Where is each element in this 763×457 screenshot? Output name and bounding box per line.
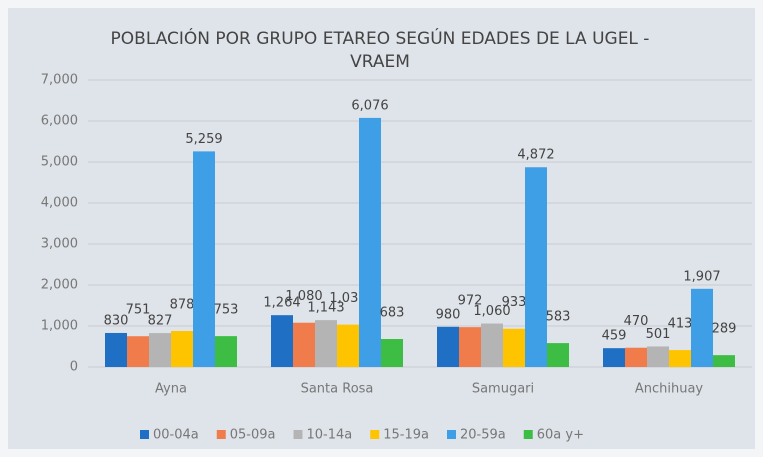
data-label: 753 — [214, 303, 239, 318]
bar — [105, 332, 127, 367]
bar — [271, 315, 293, 367]
bar — [315, 320, 337, 367]
bar — [171, 331, 193, 367]
bar — [215, 336, 237, 367]
y-tick-label: 1,000 — [41, 319, 78, 334]
data-label: 1,907 — [683, 269, 720, 284]
chart-background — [8, 8, 755, 449]
legend-label: 15-19a — [383, 428, 429, 443]
legend-swatch — [447, 430, 456, 439]
y-tick-label: 6,000 — [41, 114, 78, 129]
legend-label: 05-09a — [230, 428, 276, 443]
y-tick-label: 0 — [70, 360, 78, 375]
legend-swatch — [370, 430, 380, 439]
data-label: 4,872 — [517, 148, 554, 163]
bar — [293, 322, 315, 367]
bar — [647, 346, 669, 367]
legend-swatch — [140, 430, 149, 439]
bar — [481, 323, 503, 367]
bar — [525, 167, 547, 367]
x-tick-label: Anchihuay — [635, 382, 704, 397]
bar — [503, 328, 525, 367]
bar — [603, 348, 625, 367]
bar — [359, 117, 381, 367]
data-label: 5,259 — [185, 132, 222, 147]
data-label: 6,076 — [351, 98, 388, 113]
bar — [193, 151, 215, 367]
bar — [459, 327, 481, 367]
y-tick-label: 5,000 — [41, 155, 78, 170]
bar — [547, 343, 569, 367]
legend-swatch — [216, 430, 226, 439]
data-label: 1,033 — [329, 291, 366, 306]
legend-label: 00-04a — [153, 428, 199, 443]
legend-label: 20-59a — [460, 428, 506, 443]
y-tick-label: 7,000 — [41, 73, 78, 88]
chart-title: POBLACIÓN POR GRUPO ETAREO SEGÚN EDADES … — [110, 29, 650, 72]
x-tick-label: Ayna — [155, 382, 187, 397]
data-label: 413 — [668, 317, 693, 332]
bar — [713, 355, 735, 367]
bar — [437, 326, 459, 367]
data-label: 878 — [170, 298, 195, 313]
data-label: 1,060 — [473, 304, 510, 319]
data-label: 583 — [546, 310, 571, 325]
bar — [669, 350, 691, 367]
y-tick-label: 2,000 — [41, 278, 78, 293]
bar — [625, 347, 647, 367]
data-label: 1,080 — [285, 289, 322, 304]
data-label: 980 — [436, 307, 461, 322]
data-label: 1,143 — [307, 301, 344, 316]
bar — [127, 336, 149, 367]
bar — [691, 288, 713, 367]
data-label: 751 — [126, 303, 151, 318]
legend-swatch — [293, 430, 303, 439]
data-label: 470 — [624, 314, 649, 329]
y-tick-label: 3,000 — [41, 237, 78, 252]
x-tick-label: Samugari — [472, 382, 534, 397]
x-tick-label: Santa Rosa — [301, 382, 374, 397]
data-label: 1,264 — [263, 296, 300, 311]
legend-swatch — [523, 430, 533, 439]
bar — [337, 324, 359, 367]
data-label: 501 — [646, 327, 671, 342]
data-label: 459 — [602, 329, 627, 344]
bar — [149, 333, 171, 367]
legend-label: 60a y+ — [537, 428, 584, 443]
bar — [381, 338, 403, 367]
y-tick-label: 4,000 — [41, 196, 78, 211]
data-label: 683 — [380, 305, 405, 320]
legend-label: 10-14a — [307, 428, 353, 443]
data-label: 933 — [502, 295, 527, 310]
data-label: 972 — [458, 294, 483, 309]
data-label: 289 — [712, 322, 737, 337]
data-label: 827 — [148, 314, 173, 329]
data-label: 830 — [104, 313, 129, 328]
